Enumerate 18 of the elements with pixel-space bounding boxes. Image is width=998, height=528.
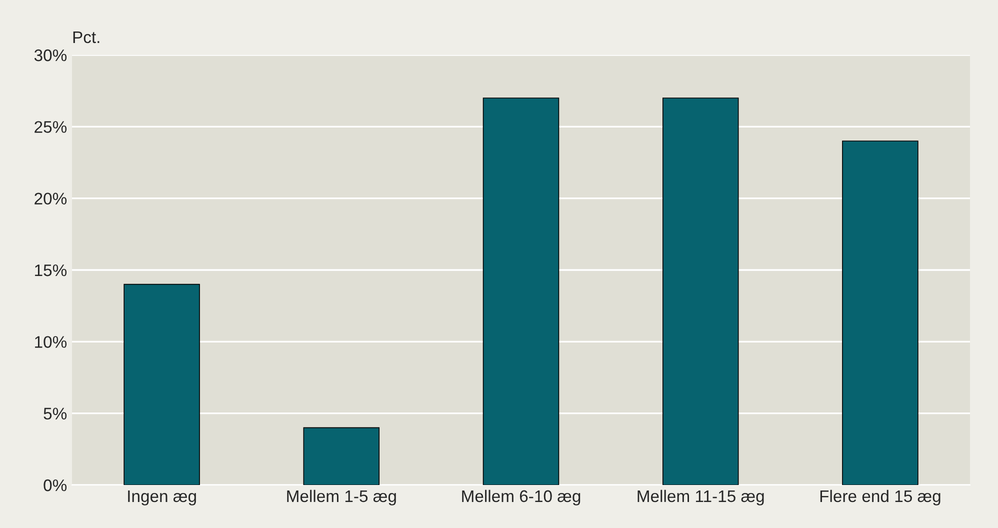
- x-tick-label: Ingen æg: [128, 490, 196, 506]
- y-tick-label: 25%: [34, 121, 67, 133]
- bar: [482, 98, 560, 485]
- x-tick-label: Mellem 1-5 æg: [287, 490, 396, 506]
- y-tick-label: 15%: [35, 264, 67, 276]
- y-tick-label: 10%: [35, 336, 67, 348]
- x-tick-label: Mellem 6-10 æg: [462, 490, 580, 506]
- x-tick-label: Mellem 11-15 æg: [638, 490, 764, 506]
- bar: [842, 140, 918, 485]
- y-tick-label: 30%: [34, 49, 67, 62]
- bar: [303, 427, 380, 485]
- x-tick-label: Flere end 15 æg: [820, 490, 940, 506]
- bar: [662, 98, 739, 485]
- y-tick-label: 5%: [44, 408, 67, 420]
- y-tick-label: 20%: [34, 192, 67, 205]
- y-tick-label: 0%: [44, 479, 67, 492]
- bar: [124, 284, 200, 485]
- y-axis-title: Pct.: [73, 31, 100, 44]
